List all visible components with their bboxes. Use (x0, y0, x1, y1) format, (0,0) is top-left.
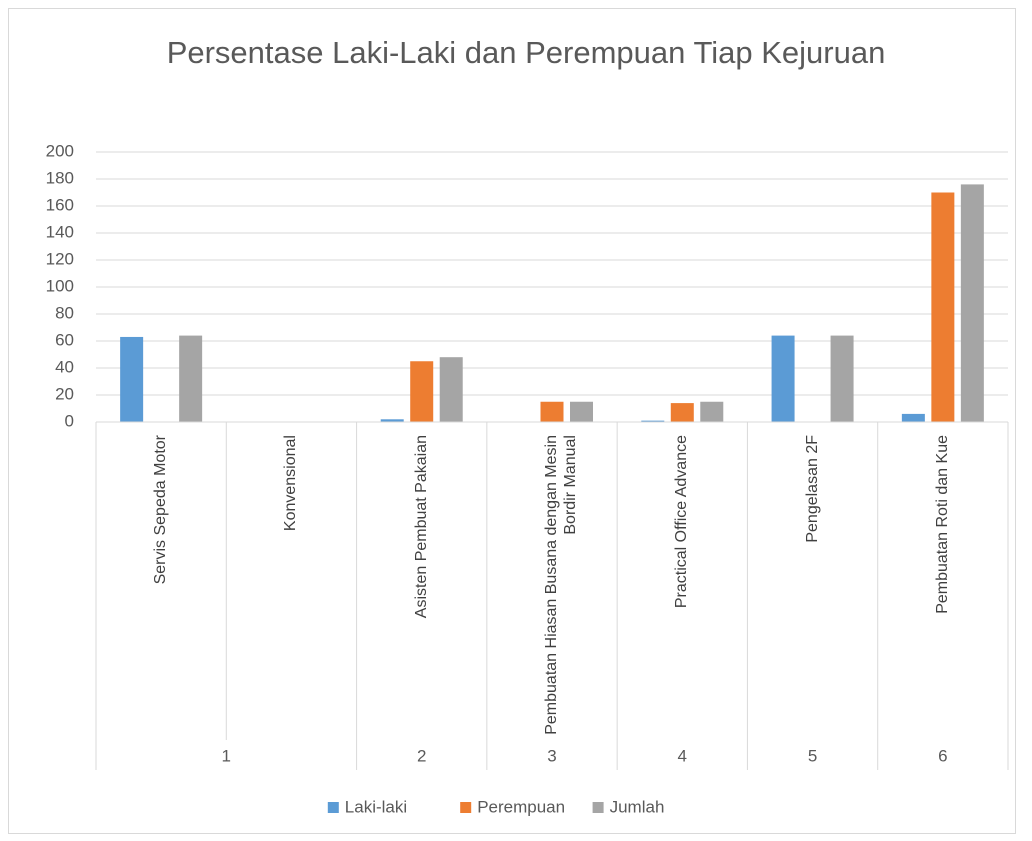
chart-title: Persentase Laki-Laki dan Perempuan Tiap … (166, 35, 886, 70)
group-label: 6 (938, 746, 947, 765)
bar (410, 361, 434, 422)
legend-swatch (592, 802, 604, 813)
chart-frame (8, 8, 1016, 834)
bar (700, 401, 724, 422)
y-tick-label: 60 (55, 330, 74, 349)
bar (540, 401, 564, 422)
legend-swatch (327, 802, 339, 813)
y-tick-label: 180 (46, 168, 74, 187)
y-tick-label: 100 (46, 276, 74, 295)
y-tick-label: 0 (65, 411, 74, 430)
bar (120, 336, 144, 422)
x-tick-label: Pembuatan Roti dan Kue (933, 435, 951, 614)
y-tick-label: 120 (46, 249, 74, 268)
bar (641, 420, 665, 422)
x-tick-label: Practical Office Advance (673, 435, 691, 609)
bar (380, 419, 404, 422)
bar (901, 413, 925, 422)
bar (960, 184, 984, 422)
x-tick-label: Servis Sepeda Motor (152, 435, 170, 585)
y-tick-label: 40 (55, 357, 74, 376)
bar (179, 335, 203, 422)
legend-label: Jumlah (610, 797, 665, 816)
legend-label: Perempuan (477, 797, 565, 816)
bar (670, 403, 694, 422)
group-label: 2 (417, 746, 426, 765)
bar (439, 357, 463, 422)
x-tick-label: Pengelasan 2F (803, 435, 821, 543)
y-tick-label: 80 (55, 303, 74, 322)
x-tick-label: Pembuatan Hiasan Busana dengan Mesin Bor… (543, 435, 579, 735)
group-label: 3 (547, 746, 556, 765)
legend-label: Laki-laki (345, 797, 407, 816)
group-label: 5 (808, 746, 817, 765)
bar (771, 335, 795, 422)
y-tick-label: 160 (46, 195, 74, 214)
bar (830, 335, 854, 422)
x-tick-label: Asisten Pembuat Pakaian (412, 435, 430, 619)
x-tick-label: Konvensional (282, 435, 300, 532)
bar (931, 192, 955, 422)
bar (570, 401, 593, 422)
legend-swatch (460, 802, 472, 813)
y-tick-label: 140 (46, 222, 74, 241)
group-label: 4 (678, 746, 687, 765)
group-label: 1 (222, 746, 231, 765)
y-tick-label: 200 (46, 141, 74, 160)
y-tick-label: 20 (55, 384, 74, 403)
